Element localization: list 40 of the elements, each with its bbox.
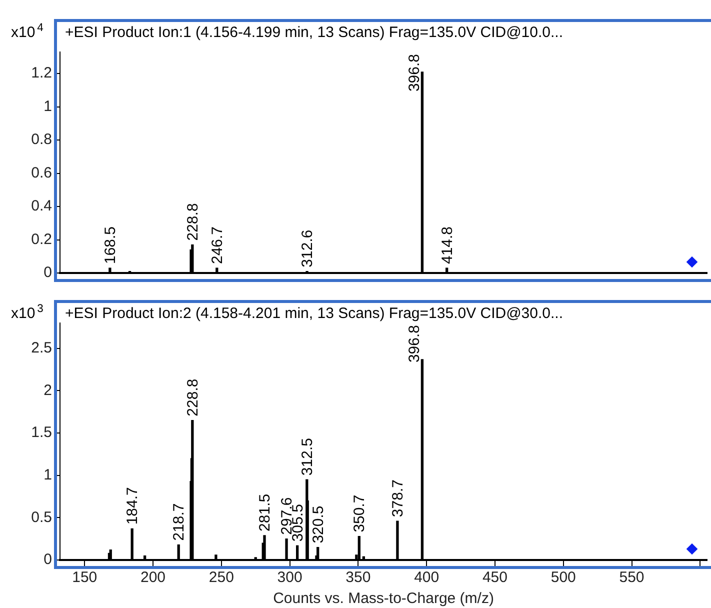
annotation: 350.7 bbox=[351, 494, 368, 532]
y-tick-label: 0.6 bbox=[31, 164, 52, 182]
annotation: 396.8 bbox=[406, 324, 424, 363]
annotation: 218.7 bbox=[170, 503, 188, 541]
annotation: 184.7 bbox=[124, 487, 142, 525]
x-tick-label: 400 bbox=[414, 569, 440, 586]
annotation: 396.8 bbox=[406, 54, 424, 92]
y-tick-label: 0.4 bbox=[31, 198, 52, 215]
y-tick-label: 0 bbox=[44, 264, 52, 282]
x-tick-label: 300 bbox=[277, 569, 302, 586]
y-tick-label: 2.5 bbox=[31, 340, 52, 357]
annotation: 378.7 bbox=[389, 480, 406, 518]
y-tick-label: 1 bbox=[44, 98, 52, 115]
y-tick-label: 1.2 bbox=[31, 64, 52, 82]
annotation: 312.5 bbox=[298, 438, 316, 476]
x-tick-label: 550 bbox=[619, 569, 644, 586]
x-tick-label: 350 bbox=[346, 569, 371, 586]
y-tick-label: 0.2 bbox=[31, 230, 52, 248]
annotation: 246.7 bbox=[208, 226, 226, 264]
y-tick-label: 1.5 bbox=[31, 424, 52, 442]
y-tick-label: 0 bbox=[44, 551, 52, 568]
annotation: 312.6 bbox=[299, 230, 316, 268]
annotation: 228.8 bbox=[184, 203, 202, 241]
x-tick-label: 250 bbox=[208, 569, 234, 586]
y-tick-label: 0.5 bbox=[31, 508, 52, 526]
annotation: 168.5 bbox=[102, 226, 119, 264]
x-tick-label: 150 bbox=[72, 569, 98, 586]
annotation: 414.8 bbox=[438, 226, 456, 264]
annotation: 281.5 bbox=[256, 494, 274, 532]
x-axis-title: Counts vs. Mass-to-Charge (m/z) bbox=[273, 590, 494, 608]
y-tick-label: 2 bbox=[44, 382, 52, 399]
x-tick-label: 450 bbox=[482, 569, 508, 586]
x-tick-label: 500 bbox=[550, 569, 576, 586]
y-tick-label: 1 bbox=[44, 466, 52, 484]
chart-title: +ESI Product Ion:1 (4.156-4.199 min, 13 Scans) Frag=135.0V CID@10.0... bbox=[65, 24, 564, 41]
y-tick-label: 0.8 bbox=[31, 131, 52, 148]
annotation: 228.8 bbox=[184, 378, 202, 416]
annotation: 320.5 bbox=[310, 506, 327, 544]
x-tick-label: 200 bbox=[140, 569, 166, 586]
chart-title: +ESI Product Ion:2 (4.158-4.201 min, 13 Scans) Frag=135.0V CID@30.0... bbox=[65, 305, 564, 322]
